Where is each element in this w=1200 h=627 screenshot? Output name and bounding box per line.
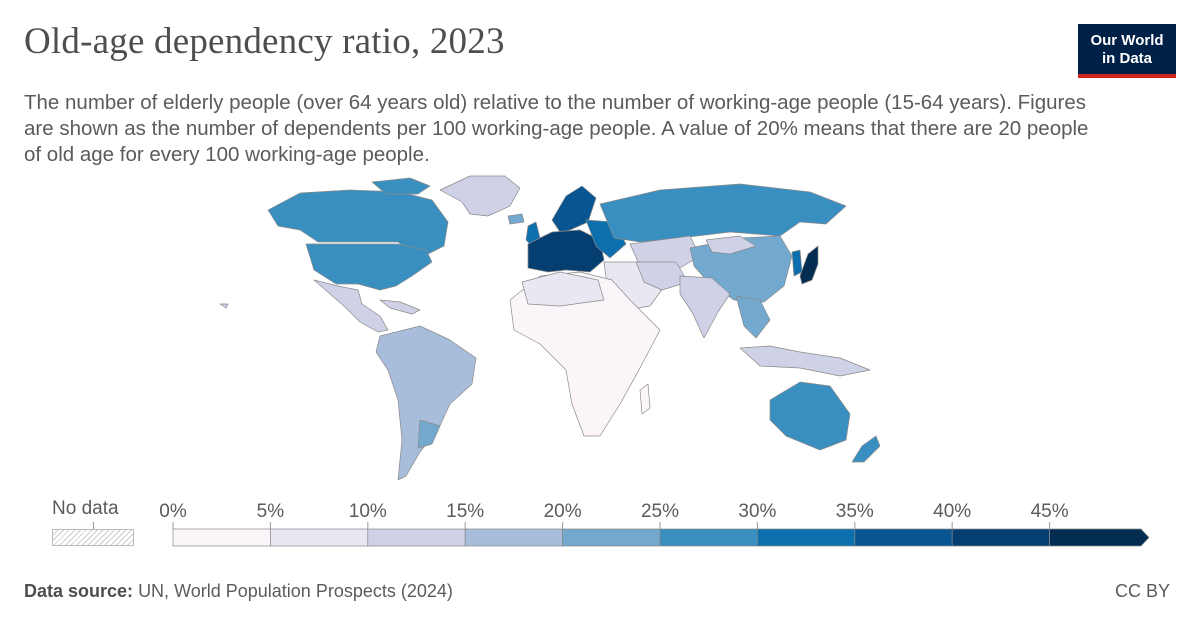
map-region-usa [305, 243, 433, 291]
map-region-new-zealand [851, 435, 881, 463]
logo-line-1: Our World [1090, 32, 1164, 49]
legend-tick-label-3: 15% [446, 501, 484, 522]
map-region-greenland [439, 175, 521, 217]
map-region-mexico [313, 279, 389, 333]
map-region-canada [267, 189, 449, 259]
map-region-pacific-island [219, 303, 229, 309]
map-region-japan [799, 245, 819, 285]
legend-tick-label-7: 35% [836, 501, 874, 522]
legend-no-data-swatch[interactable] [52, 529, 134, 546]
legend-tick-label-1: 5% [257, 501, 285, 522]
legend-tick-label-5: 25% [641, 501, 679, 522]
map-region-indonesia [739, 345, 871, 377]
map-region-russia [599, 183, 847, 243]
map-region-india [679, 275, 731, 339]
map-region-iran [635, 261, 689, 291]
map-region-southeast-asia [735, 295, 771, 339]
legend-bin-7[interactable] [854, 528, 953, 547]
legend-tick-label-9: 45% [1031, 501, 1069, 522]
legend-tick-label-8: 40% [933, 501, 971, 522]
map-region-australia [769, 381, 851, 451]
map-region-madagascar [639, 383, 651, 415]
legend-bin-5[interactable] [659, 528, 758, 547]
map-region-southern-cone [417, 419, 441, 449]
map-region-arctic-islands [371, 177, 431, 195]
data-source-label: Data source: [24, 581, 134, 601]
chart-title: Old-age dependency ratio, 2023 [24, 21, 505, 62]
legend-bin-0[interactable] [172, 528, 271, 547]
legend-no-data-label: No data [52, 498, 119, 519]
legend-no-data-tick [93, 522, 94, 529]
legend-bin-6[interactable] [757, 528, 856, 547]
owid-logo[interactable]: Our World in Data [1078, 24, 1176, 78]
map-region-caribbean [379, 299, 421, 315]
world-map[interactable] [0, 170, 1200, 490]
map-region-africa [509, 271, 661, 437]
legend-tick-label-4: 20% [544, 501, 582, 522]
legend-bin-8[interactable] [951, 528, 1050, 547]
legend-bin-9[interactable] [1049, 528, 1150, 547]
map-region-mongolia [705, 235, 757, 255]
map-region-western-europe [527, 229, 605, 273]
legend-tick-label-0: 0% [159, 501, 187, 522]
legend-bin-3[interactable] [464, 528, 563, 547]
map-region-south-america [375, 325, 477, 481]
chart-subtitle: The number of elderly people (over 64 ye… [24, 91, 1089, 166]
legend-tick-label-2: 10% [349, 501, 387, 522]
logo-line-2: in Data [1101, 50, 1152, 67]
map-region-north-africa [521, 271, 605, 307]
data-source-text: UN, World Population Prospects (2024) [138, 581, 453, 601]
legend-bin-1[interactable] [270, 528, 369, 547]
legend-tick-label-6: 30% [738, 501, 776, 522]
legend-bin-4[interactable] [562, 528, 661, 547]
data-source: Data source: UN, World Population Prospe… [24, 581, 453, 602]
license[interactable]: CC BY [1114, 581, 1170, 601]
map-region-iceland [507, 213, 525, 225]
legend-bin-2[interactable] [367, 528, 466, 547]
